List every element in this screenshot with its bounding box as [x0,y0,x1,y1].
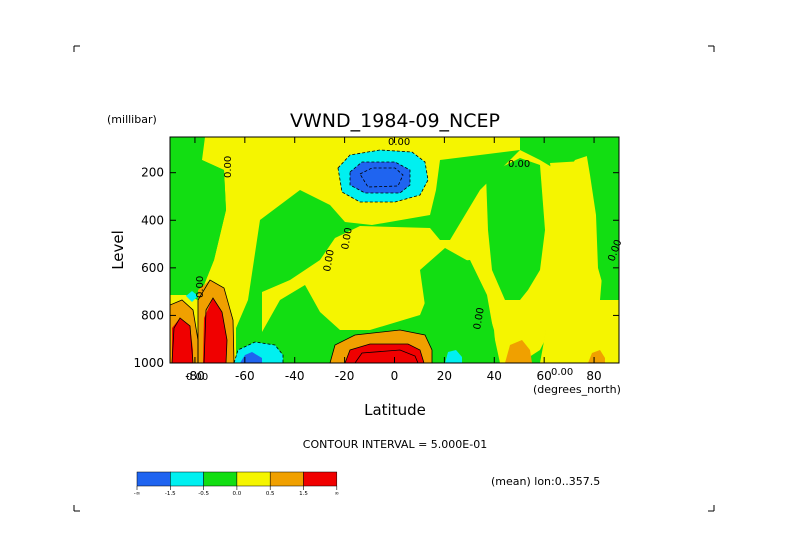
x-tick-label: -40 [285,369,305,383]
contour-label: 0.00 [340,227,355,251]
region-cyan-small2 [186,291,198,302]
corner-marks [73,45,715,512]
x-tick-label: 60 [537,369,552,383]
contour-jet-core [359,167,404,188]
contour-label: 0.00 [388,137,410,148]
corner-mark-br [708,505,715,512]
contour-interval-text: CONTOUR INTERVAL = 5.000E-01 [303,438,487,451]
region-text: (mean) lon:0..357.5 [491,475,600,488]
legend-label: 0.0 [233,491,242,497]
y-tick-label: 800 [141,308,164,322]
y-tick-label: 1000 [133,356,164,370]
x-tick-label: -80 [185,369,205,383]
y-tick-label: 400 [141,213,164,227]
y-tick-label: 600 [141,261,164,275]
legend-label: 0.5 [266,491,275,497]
y-axis-label: Level [109,230,127,270]
contour-center-3 [354,349,419,363]
x-tick-label: 80 [586,369,601,383]
region-orange-right-small [588,350,605,363]
contour-jet-inner [349,161,411,194]
contour-jet-outer [337,149,429,203]
legend-swatch [203,471,238,487]
legend-label: -0.5 [198,491,209,497]
region-green-lower-mid [420,248,497,363]
contour-lower-left-neg [233,341,284,363]
legend-swatch [303,471,338,487]
legend-swatch [236,471,271,487]
contour-left-2 [197,279,235,363]
contour-label: 0.00 [223,156,234,178]
legend-label: 1.5 [299,491,308,497]
contour-center-2 [344,343,425,363]
contour-label: 0.00 [186,372,208,383]
contour-label: 0.00 [551,367,573,378]
x-units: (degrees_north) [533,383,621,396]
contour-left-3 [203,297,228,363]
contour-left-4 [171,317,194,363]
contour-label: 0.00 [322,249,337,273]
corner-mark-bl [73,505,80,512]
x-axis: -80 -60 -40 -20 0 20 40 60 80 [185,137,602,383]
contour-label: 0.00 [472,307,487,331]
region-yellow-main [198,137,520,328]
legend-swatch [170,471,204,487]
chart-title: VWND_1984-09_NCEP [290,110,500,132]
corner-mark-tr [708,45,715,52]
x-tick-label: -60 [235,369,255,383]
y-units: (millibar) [107,113,157,126]
region-green-mid-strip [486,158,545,300]
legend-label: -1.5 [165,491,176,497]
legend-swatch [269,471,304,487]
region-red-left2 [203,298,227,363]
region-blue-lower-left [240,352,262,363]
region-red-left1 [172,318,193,363]
legend-swatch [136,471,171,487]
heatmap-regions [170,137,619,363]
x-tick-label: 40 [487,369,502,383]
y-axis: 200 400 600 800 1000 [133,166,619,370]
region-orange-small [505,340,532,363]
corner-mark-tl [73,45,80,52]
region-green-left-strip [170,137,226,300]
contour-label: 0.00 [508,159,530,170]
contour-lines [170,149,433,363]
region-blue-jet [350,162,410,193]
color-legend: -∞ -1.5 -0.5 0.0 0.5 1.5 ∞ [134,471,340,497]
region-red-center [345,344,424,363]
x-tick-label: -20 [335,369,355,383]
contour-center-1 [329,329,433,363]
region-cyan-small1 [445,350,462,363]
contour-label: 0.00 [195,276,206,298]
x-tick-label: 20 [437,369,452,383]
region-green-right-strip [585,140,619,300]
x-axis-label: Latitude [364,401,426,419]
legend-label: -∞ [134,491,141,497]
x-tick-label: 0 [391,369,399,383]
legend-label: ∞ [335,491,340,497]
y-tick-label: 200 [141,166,164,180]
